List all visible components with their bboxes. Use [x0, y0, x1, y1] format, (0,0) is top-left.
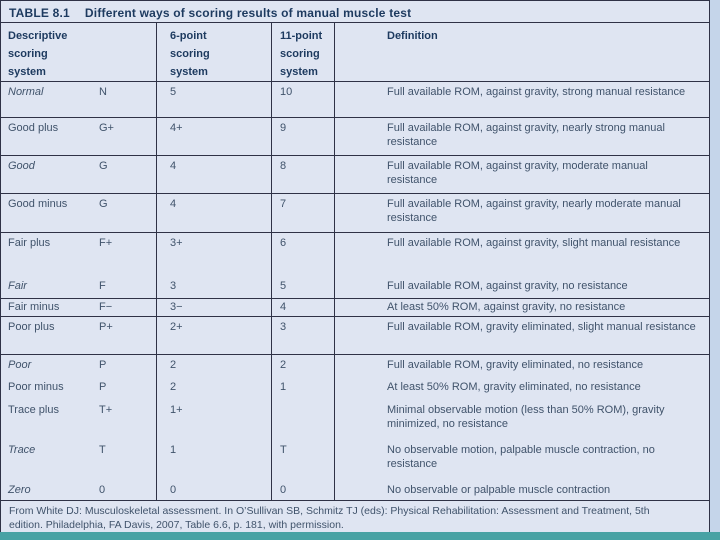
table-row: Poor minus P 2 1 At least 50% ROM, gravi… — [1, 378, 709, 400]
eleven-point-score-cell: 2 — [271, 355, 334, 378]
muscle-test-scoring-table: TABLE 8.1 Different ways of scoring resu… — [0, 0, 710, 533]
table-row: Zero 0 0 0 No observable or palpable mus… — [1, 480, 709, 500]
table-row: Poor plus P+ 2+ 3 Full available ROM, gr… — [1, 317, 709, 355]
six-point-score-cell: 3 — [156, 276, 271, 298]
grade-name-cell: Poor — [8, 359, 32, 371]
table-row: Fair F 3 5 Full available ROM, against g… — [1, 276, 709, 299]
grade-abbreviation-cell: N — [99, 86, 107, 98]
table-row: Fair minus F− 3− 4 At least 50% ROM, aga… — [1, 299, 709, 317]
table-row: Good G 4 8 Full available ROM, against g… — [1, 156, 709, 194]
six-point-score-cell: 3− — [156, 299, 271, 316]
table-body: Normal N 5 10 Full available ROM, agains… — [1, 82, 709, 500]
definition-cell: At least 50% ROM, gravity eliminated, no… — [334, 378, 709, 400]
eleven-point-score-cell: 10 — [271, 82, 334, 117]
slide-background-bottom-strip — [0, 532, 720, 540]
grade-abbreviation-cell: T — [99, 444, 106, 456]
column-header-six-point: 6-point scoring system — [156, 23, 271, 81]
grade-name-cell: Normal — [8, 86, 44, 98]
grade-abbreviation-cell: P — [99, 359, 107, 371]
six-point-score-cell: 5 — [156, 82, 271, 117]
six-point-score-cell: 0 — [156, 480, 271, 500]
grade-name-cell: Fair plus — [8, 237, 51, 249]
definition-cell: Full available ROM, against gravity, nea… — [334, 118, 709, 155]
eleven-point-score-cell: 3 — [271, 317, 334, 354]
definition-cell: Full available ROM, against gravity, no … — [334, 276, 709, 298]
six-point-score-cell: 2+ — [156, 317, 271, 354]
table-number-label: TABLE 8.1 — [9, 5, 70, 20]
grade-abbreviation-cell: P — [99, 381, 107, 393]
grade-abbreviation-cell: F — [99, 280, 106, 292]
eleven-point-score-cell: 4 — [271, 299, 334, 316]
definition-cell: Full available ROM, against gravity, nea… — [334, 194, 709, 232]
grade-name-cell: Trace — [8, 444, 36, 456]
six-point-score-cell: 1+ — [156, 400, 271, 440]
six-point-score-cell: 4 — [156, 194, 271, 232]
definition-cell: Full available ROM, against gravity, str… — [334, 82, 709, 117]
six-point-score-cell: 2 — [156, 355, 271, 378]
grade-abbreviation-cell: G — [99, 160, 108, 172]
definition-cell: No observable motion, palpable muscle co… — [334, 440, 709, 480]
grade-abbreviation-cell: P+ — [99, 321, 113, 333]
slide-background-right-strip — [710, 0, 720, 533]
grade-name-cell: Zero — [8, 484, 31, 496]
table-row: Poor P 2 2 Full available ROM, gravity e… — [1, 355, 709, 378]
six-point-score-cell: 1 — [156, 440, 271, 480]
table-header-row: Descriptive scoring system 6-point scori… — [1, 23, 709, 82]
grade-abbreviation-cell: F− — [99, 301, 113, 313]
grade-name-cell: Good plus — [8, 122, 59, 134]
eleven-point-score-cell: 7 — [271, 194, 334, 232]
eleven-point-score-cell: 1 — [271, 378, 334, 400]
grade-name-cell: Poor minus — [8, 381, 64, 393]
eleven-point-score-cell — [271, 400, 334, 440]
six-point-score-cell: 4 — [156, 156, 271, 193]
grade-name-cell: Fair minus — [8, 301, 60, 313]
eleven-point-score-cell: 6 — [271, 233, 334, 276]
definition-cell: No observable or palpable muscle contrac… — [334, 480, 709, 500]
grade-name-cell: Good minus — [8, 198, 68, 210]
grade-abbreviation-cell: F+ — [99, 237, 113, 249]
grade-name-cell: Good — [8, 160, 35, 172]
column-header-descriptive: Descriptive scoring system — [8, 30, 68, 78]
table-row: Trace plus T+ 1+ Minimal observable moti… — [1, 400, 709, 440]
eleven-point-score-cell: 0 — [271, 480, 334, 500]
eleven-point-score-cell: 8 — [271, 156, 334, 193]
table-row: Good plus G+ 4+ 9 Full available ROM, ag… — [1, 118, 709, 156]
grade-abbreviation-cell: T+ — [99, 404, 113, 416]
six-point-score-cell: 3+ — [156, 233, 271, 276]
definition-cell: At least 50% ROM, against gravity, no re… — [334, 299, 709, 316]
table-row: Good minus G 4 7 Full available ROM, aga… — [1, 194, 709, 233]
grade-abbreviation-cell: G+ — [99, 122, 114, 134]
grade-name-cell: Trace plus — [8, 404, 59, 416]
table-row: Fair plus F+ 3+ 6 Full available ROM, ag… — [1, 233, 709, 276]
grade-name-cell: Poor plus — [8, 321, 55, 333]
grade-name-cell: Fair — [8, 280, 27, 292]
six-point-score-cell: 4+ — [156, 118, 271, 155]
definition-cell: Full available ROM, gravity eliminated, … — [334, 355, 709, 378]
definition-cell: Full available ROM, against gravity, sli… — [334, 233, 709, 276]
definition-cell: Full available ROM, against gravity, mod… — [334, 156, 709, 193]
table-row: Trace T 1 T No observable motion, palpab… — [1, 440, 709, 480]
table-title-bar: TABLE 8.1 Different ways of scoring resu… — [1, 1, 709, 23]
definition-cell: Minimal observable motion (less than 50%… — [334, 400, 709, 440]
grade-abbreviation-cell: 0 — [99, 484, 106, 496]
table-footer-citation: From White DJ: Musculoskeletal assessmen… — [1, 500, 709, 532]
eleven-point-score-cell: 5 — [271, 276, 334, 298]
table-row: Normal N 5 10 Full available ROM, agains… — [1, 82, 709, 118]
definition-cell: Full available ROM, gravity eliminated, … — [334, 317, 709, 354]
column-header-definition: Definition — [334, 23, 709, 81]
column-header-eleven-point: 11-point scoring system — [271, 23, 334, 81]
grade-abbreviation-cell: G — [99, 198, 108, 210]
table-title-text: Different ways of scoring results of man… — [84, 5, 412, 20]
six-point-score-cell: 2 — [156, 378, 271, 400]
eleven-point-score-cell: T — [271, 440, 334, 480]
eleven-point-score-cell: 9 — [271, 118, 334, 155]
